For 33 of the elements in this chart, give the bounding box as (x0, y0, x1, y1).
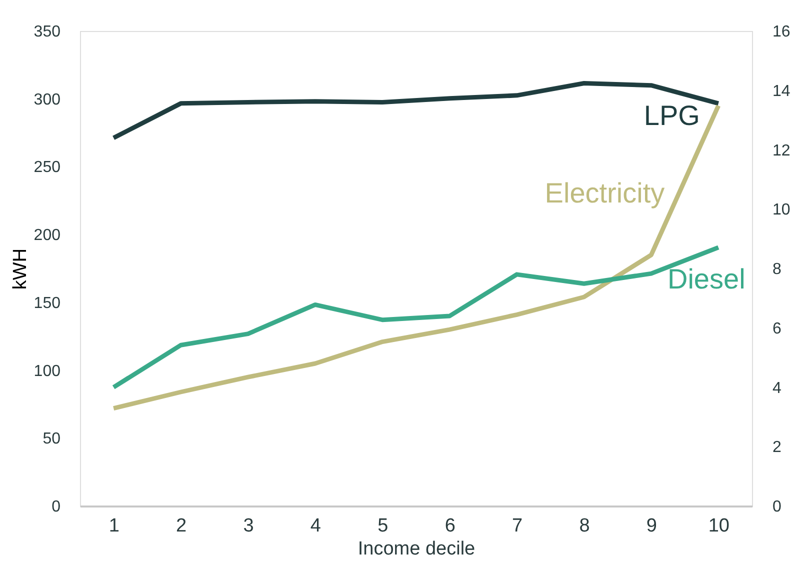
x-tick-label: 6 (444, 516, 456, 536)
y2-tick-label: 2 (772, 439, 782, 456)
x-tick-label: 8 (579, 516, 590, 536)
y-tick-label: 200 (34, 227, 61, 244)
line-series (111, 81, 721, 140)
y2-tick-label: 8 (772, 261, 782, 278)
x-tick-label: 3 (243, 516, 254, 536)
y-tick-label: 150 (34, 294, 61, 312)
y-tick-label: 0 (52, 498, 61, 516)
y2-tick-label: 12 (772, 142, 790, 160)
y2-tick-label: 0 (772, 498, 782, 516)
y-tick-label: 250 (34, 159, 61, 176)
y-axis-title: kWH (10, 248, 31, 290)
x-tick-label: 2 (176, 516, 187, 536)
y2-tick-label: 6 (772, 320, 782, 338)
y2-tick-label: 16 (772, 24, 790, 40)
x-tick-label: 9 (646, 516, 657, 536)
x-tick-label: 5 (378, 516, 388, 536)
y2-tick-label: 14 (772, 82, 790, 100)
y-tick-label: 350 (34, 24, 61, 40)
x-tick-label: 4 (310, 516, 322, 536)
y2-tick-label: 4 (772, 380, 782, 397)
x-tick-label: 7 (512, 516, 523, 536)
series-label: LPG (644, 100, 700, 131)
x-tick-label: 10 (708, 516, 730, 536)
x-axis-title: Income decile (358, 538, 476, 560)
series-label: Electricity (544, 177, 665, 208)
y-tick-label: 300 (34, 91, 61, 108)
series-label: Diesel (667, 264, 746, 295)
x-tick-label: 1 (108, 516, 120, 536)
y-tick-label: 100 (34, 362, 61, 380)
y-tick-label: 50 (42, 430, 61, 448)
y2-tick-label: 10 (772, 202, 790, 219)
